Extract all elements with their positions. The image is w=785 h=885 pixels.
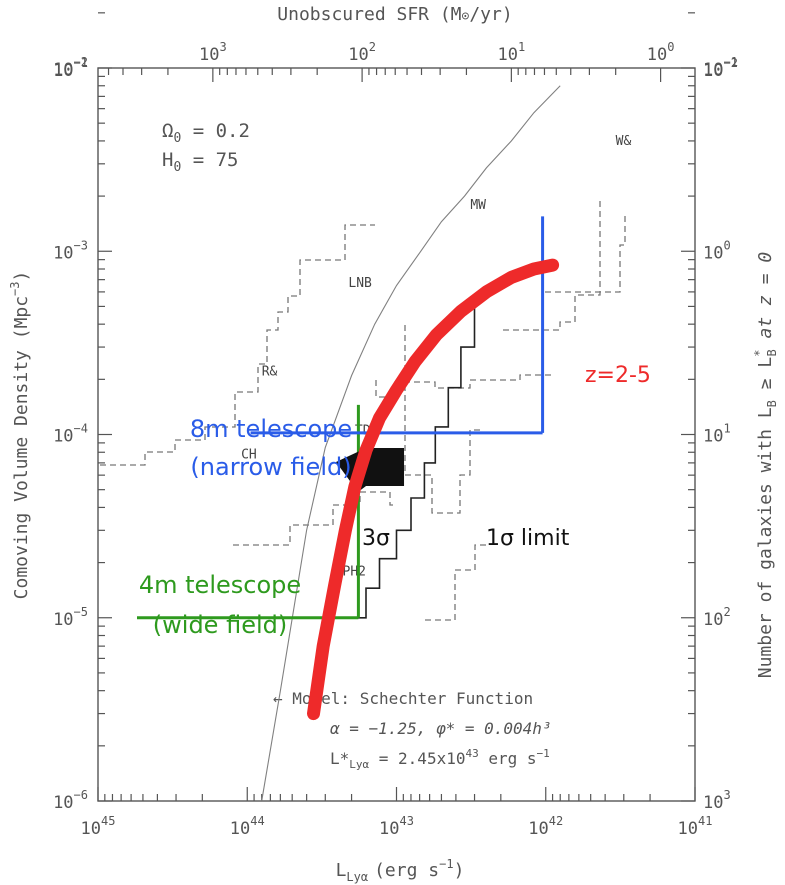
one-sigma-label: 1σ limit [486,526,570,551]
dashed-limit-lnb [375,374,555,398]
y-tick-label: 10−3 [53,238,88,263]
right-axis-title: Number of galaxies with LB ≥ L*B at z = … [752,252,779,679]
y-right-tick-label: 10−2 [703,56,738,81]
overlay-layer [137,216,560,721]
y-tick-label: 10−2 [53,55,88,80]
y-tick-label: 10−6 [53,788,88,813]
survey-label: LNB [348,276,372,291]
x-top-tick-label: 103 [199,40,227,65]
y-right-tick-label: 101 [703,422,731,447]
x-tick-label: 1043 [379,814,414,839]
x-tick-label: 1041 [678,814,713,839]
model-curve-series [261,85,561,802]
three-sigma-label: 3σ [362,526,390,551]
red-curve-label: z=2-5 [585,363,651,388]
axis-ticks [97,12,696,802]
y-tick-label: 10−1 [53,56,88,81]
dashed-limit-mw [503,198,601,331]
survey-label: PH2 [343,565,366,580]
black-step-series [345,297,487,619]
left-axis-title: Comoving Volume Density (Mpc−3) [8,271,32,600]
model-note-line3: L*Lyα = 2.45x1043 erg s−1 [330,747,550,771]
y-right-tick-label: 102 [703,605,731,630]
dashed-limit-wa [545,215,626,293]
blue-telescope-label-2: (narrow field) [190,453,351,481]
survey-label: CH [241,447,257,462]
y-tick-label: 10−5 [53,605,88,630]
dashed-limit-r [404,325,480,514]
model-note-line1: ← Model: Schechter Function [273,689,533,708]
y-right-tick-label: 103 [703,788,731,813]
dashed-limit-left [100,224,375,466]
blue-telescope-label-1: 8m telescope [190,415,352,443]
hubble-label: H0 = 75 [162,149,238,175]
y-right-tick-label: 10−1 [703,55,738,80]
y-right-tick-label: 100 [703,238,731,263]
x-top-tick-label: 100 [647,40,675,65]
x-tick-label: 1044 [230,814,265,839]
top-axis-title: Unobscured SFR (M⊙/yr) [277,4,512,25]
x-top-tick-label: 101 [497,40,525,65]
survey-label: R& [262,364,278,379]
bottom-axis-title: LLyα (erg s−1) [336,857,465,884]
x-top-tick-label: 102 [348,40,376,65]
x-tick-label: 1042 [528,814,563,839]
model-note-line2: α = −1.25, φ* = 0.004h³ [330,719,552,738]
omega-label: Ω0 = 0.2 [162,120,250,146]
green-telescope-label-1: 4m telescope [139,571,301,599]
survey-label: MW [470,198,486,213]
dashed-limit-ph2 [425,544,490,621]
y-tick-label: 10−4 [53,422,88,447]
survey-label: W& [616,134,632,149]
x-tick-label: 1045 [81,814,116,839]
red-curve [307,258,560,721]
green-telescope-label-2: (wide field) [153,611,287,639]
